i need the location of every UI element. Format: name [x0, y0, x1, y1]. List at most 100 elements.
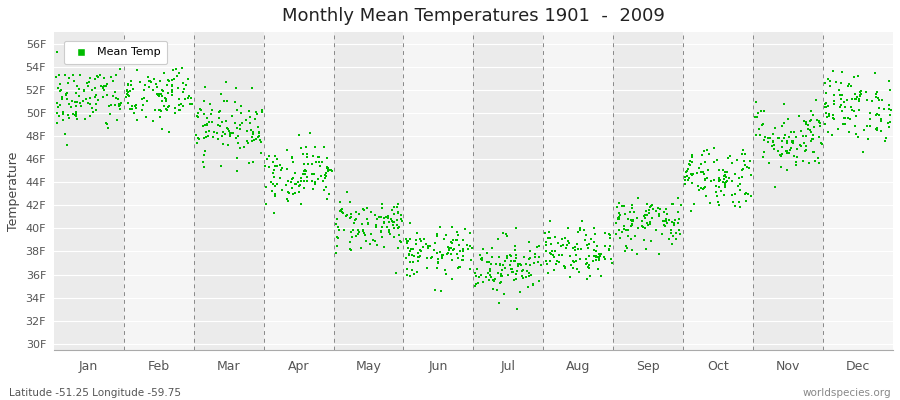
Point — [882, 102, 896, 108]
Point — [439, 271, 454, 277]
Point — [382, 227, 396, 233]
Point — [252, 128, 266, 135]
Point — [452, 241, 466, 248]
Point — [727, 170, 742, 177]
Point — [718, 184, 733, 190]
Point — [162, 129, 176, 136]
Point — [140, 73, 155, 80]
Point — [258, 184, 273, 190]
Point — [814, 141, 829, 147]
Point — [146, 118, 160, 124]
Point — [494, 271, 508, 277]
Point — [435, 252, 449, 258]
Point — [321, 191, 336, 197]
Point — [431, 256, 446, 262]
Point — [559, 245, 573, 251]
Point — [489, 261, 503, 267]
Point — [300, 174, 314, 180]
Bar — [334, 32, 403, 350]
Point — [842, 81, 857, 88]
Point — [219, 78, 233, 85]
Point — [364, 231, 378, 238]
Point — [848, 91, 862, 98]
Point — [789, 153, 804, 160]
Point — [235, 120, 249, 126]
Point — [202, 128, 216, 134]
Point — [555, 236, 570, 242]
Point — [212, 136, 226, 142]
Point — [870, 95, 885, 101]
Point — [428, 240, 443, 246]
Point — [484, 261, 499, 268]
Point — [869, 125, 884, 131]
Point — [314, 172, 328, 179]
Point — [852, 98, 867, 104]
Point — [661, 210, 675, 217]
Point — [832, 92, 847, 98]
Point — [122, 106, 137, 112]
Point — [367, 238, 382, 244]
Point — [838, 104, 852, 110]
Point — [849, 131, 863, 138]
Point — [761, 135, 776, 141]
Point — [374, 224, 389, 230]
Point — [364, 240, 378, 247]
Point — [153, 78, 167, 84]
Point — [91, 74, 105, 80]
Point — [726, 199, 741, 205]
Point — [804, 138, 818, 144]
Point — [344, 229, 358, 236]
Point — [780, 138, 795, 144]
Point — [690, 183, 705, 189]
Point — [810, 117, 824, 123]
Point — [66, 72, 80, 78]
Point — [400, 266, 414, 272]
Point — [270, 181, 284, 188]
Point — [369, 222, 383, 228]
Point — [196, 111, 211, 118]
Point — [550, 258, 564, 264]
Point — [717, 182, 732, 188]
Point — [590, 242, 604, 249]
Point — [649, 208, 663, 214]
Point — [711, 199, 725, 205]
Point — [434, 287, 448, 294]
Point — [359, 238, 374, 244]
Point — [878, 138, 892, 144]
Point — [390, 222, 404, 228]
Point — [207, 129, 221, 135]
Point — [387, 204, 401, 210]
Point — [698, 185, 712, 191]
Point — [702, 151, 716, 157]
Point — [846, 108, 860, 115]
Point — [444, 238, 458, 245]
Point — [436, 236, 451, 242]
Point — [612, 214, 626, 221]
Point — [76, 86, 91, 93]
Point — [630, 251, 644, 257]
Point — [765, 143, 779, 150]
Point — [618, 243, 633, 250]
Point — [665, 219, 680, 225]
Point — [268, 183, 283, 189]
Point — [311, 153, 326, 160]
Point — [723, 153, 737, 159]
Point — [304, 178, 319, 184]
Point — [176, 80, 191, 86]
Point — [694, 168, 708, 175]
Point — [718, 168, 733, 175]
Point — [93, 72, 107, 78]
Point — [83, 101, 97, 107]
Point — [368, 212, 382, 218]
Point — [160, 77, 175, 84]
Point — [669, 236, 683, 242]
Point — [81, 82, 95, 89]
Point — [239, 128, 254, 134]
Point — [626, 209, 641, 215]
Point — [483, 268, 498, 274]
Point — [340, 189, 355, 196]
Point — [68, 99, 82, 105]
Point — [374, 227, 388, 234]
Point — [230, 125, 244, 131]
Point — [225, 113, 239, 119]
